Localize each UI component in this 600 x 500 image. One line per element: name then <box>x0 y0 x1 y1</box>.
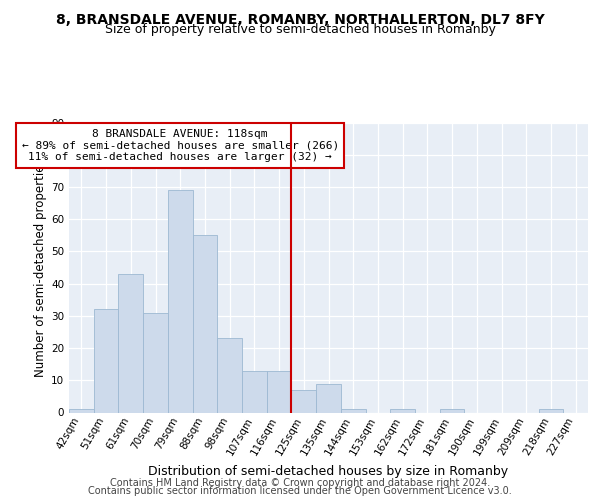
Text: Contains HM Land Registry data © Crown copyright and database right 2024.: Contains HM Land Registry data © Crown c… <box>110 478 490 488</box>
Bar <box>267 370 292 412</box>
Bar <box>118 274 143 412</box>
Text: 8 BRANSDALE AVENUE: 118sqm
← 89% of semi-detached houses are smaller (266)
11% o: 8 BRANSDALE AVENUE: 118sqm ← 89% of semi… <box>22 129 339 162</box>
Bar <box>390 410 415 412</box>
Text: Size of property relative to semi-detached houses in Romanby: Size of property relative to semi-detach… <box>104 22 496 36</box>
Bar <box>341 410 365 412</box>
Bar <box>217 338 242 412</box>
Y-axis label: Number of semi-detached properties: Number of semi-detached properties <box>34 158 47 377</box>
Bar <box>316 384 341 412</box>
Text: Contains public sector information licensed under the Open Government Licence v3: Contains public sector information licen… <box>88 486 512 496</box>
Text: 8, BRANSDALE AVENUE, ROMANBY, NORTHALLERTON, DL7 8FY: 8, BRANSDALE AVENUE, ROMANBY, NORTHALLER… <box>56 12 544 26</box>
Bar <box>440 410 464 412</box>
Bar <box>69 410 94 412</box>
Bar <box>292 390 316 412</box>
Bar <box>193 236 217 412</box>
X-axis label: Distribution of semi-detached houses by size in Romanby: Distribution of semi-detached houses by … <box>148 465 509 478</box>
Bar <box>143 312 168 412</box>
Bar <box>539 410 563 412</box>
Bar <box>94 310 118 412</box>
Bar <box>242 370 267 412</box>
Bar <box>168 190 193 412</box>
